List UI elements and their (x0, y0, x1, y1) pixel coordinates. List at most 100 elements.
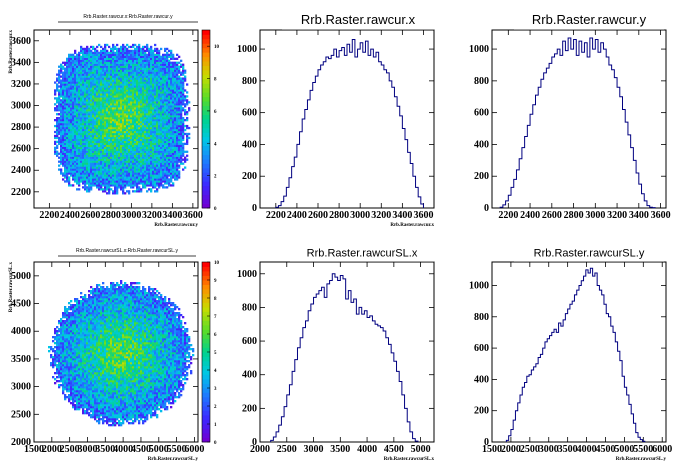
heatmap-cell (136, 47, 139, 51)
heatmap-cell (112, 174, 115, 177)
heatmap-cell (116, 89, 119, 92)
heatmap-cell (58, 128, 61, 132)
heatmap-cell (154, 57, 157, 60)
heatmap-cell (76, 61, 79, 64)
heatmap-cell (62, 81, 65, 84)
heatmap-cell (60, 370, 63, 373)
heatmap-cell (182, 158, 185, 161)
heatmap-cell (54, 356, 57, 359)
heatmap-cell (162, 140, 165, 144)
heatmap-cell (166, 115, 169, 118)
heatmap-cell (150, 146, 153, 149)
heatmap-cell (88, 113, 91, 116)
color-scale-step (202, 70, 210, 75)
histogram-bin (614, 78, 617, 208)
heatmap-cell (114, 150, 117, 153)
heatmap-cell (100, 89, 103, 92)
heatmap-cell (148, 61, 151, 64)
heatmap-cell (92, 51, 95, 55)
heatmap-cell (102, 138, 105, 142)
heatmap-cell (114, 164, 117, 167)
heatmap-cell (68, 97, 71, 100)
heatmap-cell (72, 162, 75, 165)
heatmap-cell (152, 87, 155, 90)
heatmap-cell (78, 79, 81, 82)
heatmap-cell (66, 71, 69, 74)
heatmap-cell (126, 111, 129, 114)
heatmap-cell (68, 134, 71, 138)
heatmap-cell (112, 180, 115, 183)
heatmap-cell (56, 77, 59, 80)
heatmap-cell (74, 134, 77, 138)
heatmap-cell (118, 113, 121, 116)
heatmap-cell (84, 168, 87, 171)
heatmap-cell (94, 184, 97, 187)
heatmap-cell (124, 152, 127, 155)
heatmap-cell (104, 65, 107, 68)
heatmap-cell (130, 49, 133, 53)
heatmap-cell (60, 344, 63, 347)
heatmap-cell (124, 186, 127, 189)
heatmap-cell (98, 162, 101, 165)
heatmap-cell (66, 91, 69, 94)
heatmap-cell (156, 67, 159, 70)
heatmap-cell (74, 138, 77, 142)
heatmap-cell (174, 128, 177, 132)
heatmap-cell (144, 101, 147, 104)
title-box (58, 242, 196, 256)
heatmap-cell (112, 89, 115, 92)
heatmap-cell (66, 67, 69, 70)
heatmap-cell (72, 170, 75, 173)
heatmap-cell (58, 113, 61, 116)
heatmap-cell (120, 95, 123, 98)
heatmap-cell (78, 132, 81, 136)
heatmap-cell (96, 130, 99, 134)
heatmap-cell (178, 107, 181, 110)
heatmap-cell (130, 117, 133, 120)
heatmap-cell (156, 146, 159, 149)
heatmap-cell (112, 47, 115, 51)
heatmap-cell (88, 132, 91, 136)
heatmap-cell (70, 150, 73, 153)
heatmap-cell (150, 180, 153, 183)
heatmap-cell (182, 103, 185, 106)
heatmap-cell (108, 192, 111, 195)
color-scale-step (202, 92, 210, 98)
heatmap-cell (82, 174, 85, 177)
heatmap-cell (108, 81, 111, 84)
heatmap-cell (176, 156, 179, 159)
heatmap-cell (112, 107, 115, 110)
heatmap-cell (138, 105, 141, 108)
chart-title: Rrb.Raster.rawcur.x:Rrb.Raster.rawcur.y (83, 14, 173, 20)
heatmap-cell (110, 172, 113, 175)
heatmap-cell (162, 126, 165, 130)
heatmap-cell (130, 53, 133, 57)
heatmap-cell (104, 49, 107, 53)
heatmap-cell (74, 158, 77, 161)
heatmap-cell (172, 69, 175, 72)
heatmap-cell (162, 107, 165, 110)
heatmap-cell (184, 156, 187, 159)
heatmap-cell (74, 160, 77, 163)
heatmap-cell (172, 119, 175, 122)
heatmap-cell (182, 97, 185, 100)
heatmap-cell (170, 150, 173, 153)
color-scale-step (202, 43, 210, 49)
heatmap-cell (80, 140, 83, 144)
heatmap-cell (64, 85, 67, 88)
heatmap-cell (104, 67, 107, 70)
heatmap-cell (146, 119, 149, 122)
heatmap-cell (140, 122, 143, 126)
heatmap-cell (138, 79, 141, 82)
heatmap-cell (96, 83, 99, 86)
heatmap-cell (80, 138, 83, 142)
heatmap-cell (80, 101, 83, 104)
heatmap-cell (72, 164, 75, 167)
heatmap-cell (176, 117, 179, 120)
heatmap-cell (160, 115, 163, 118)
heatmap-cell (142, 99, 145, 102)
heatmap-cell (168, 120, 171, 124)
heatmap-cell (162, 180, 165, 183)
heatmap-cell (52, 358, 55, 361)
heatmap-cell (128, 174, 131, 177)
